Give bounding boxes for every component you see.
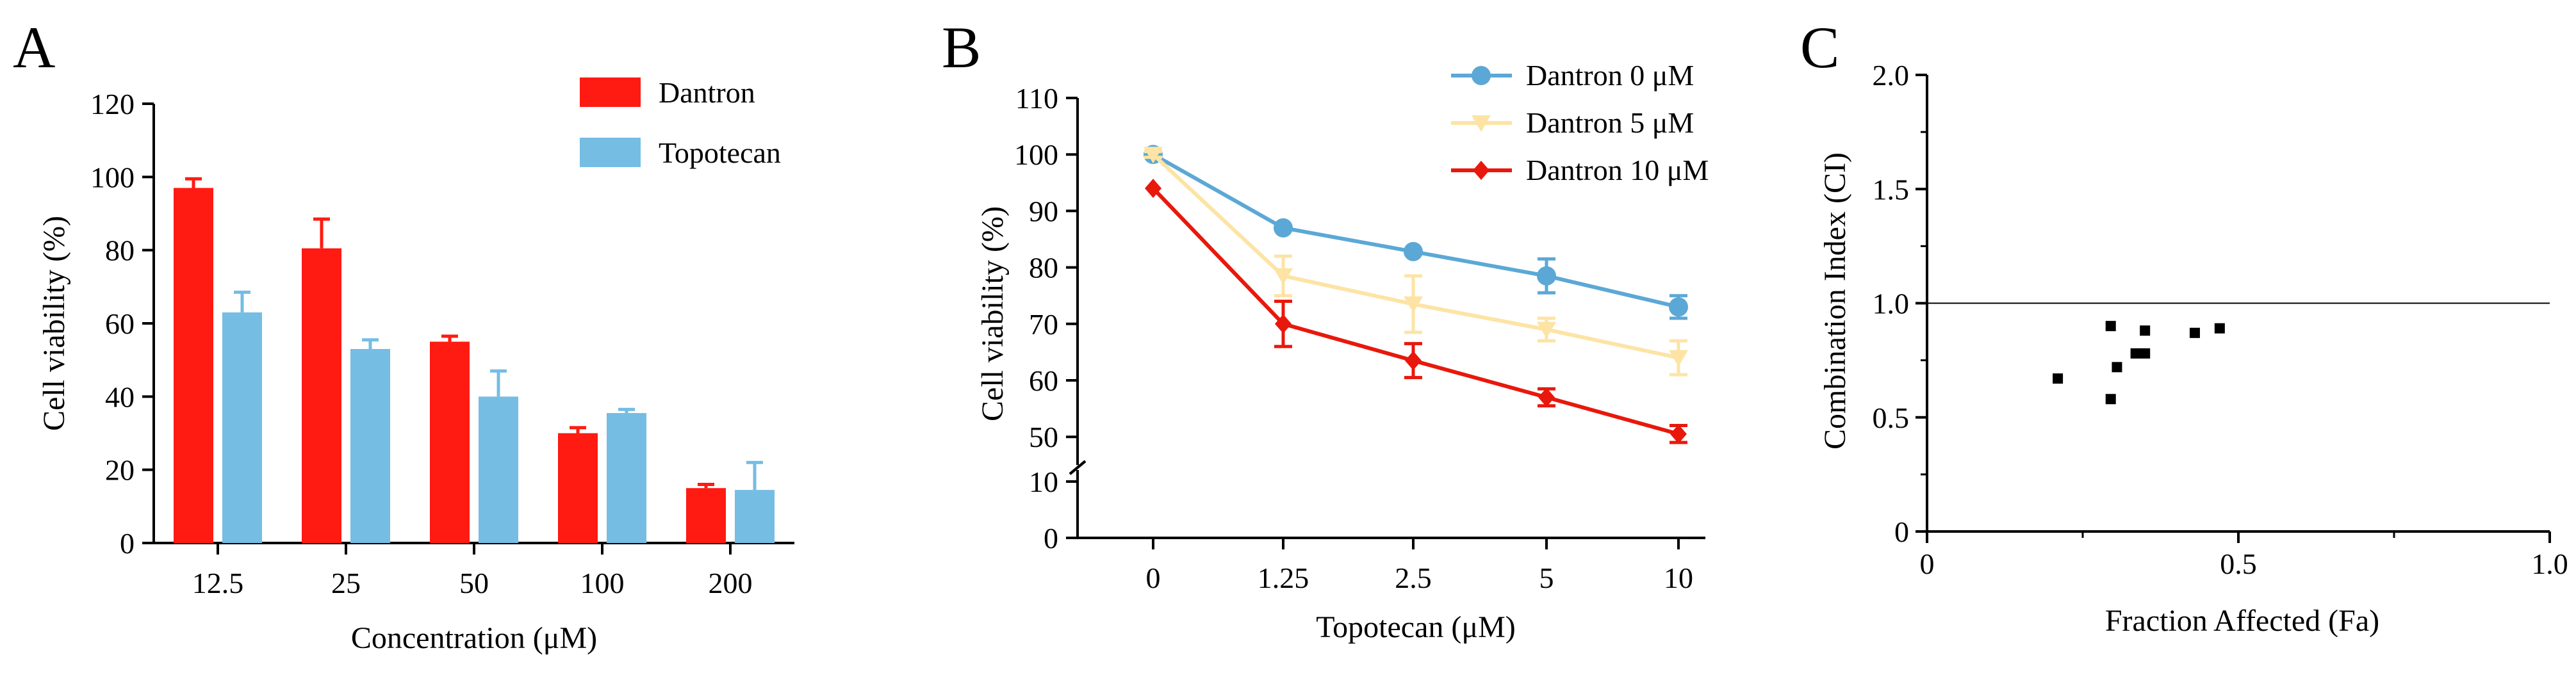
legend-swatch	[580, 138, 641, 167]
data-point	[1404, 241, 1423, 261]
y-tick-label: 1.0	[1873, 288, 1910, 320]
bar-topotecan	[479, 396, 518, 543]
y-tick-label: 90	[1029, 195, 1058, 227]
panel-c: C 0 0.5 1.0 1.5 2.0 0 0.5 1.0 Combination Index …	[1800, 15, 2568, 638]
scatter-point	[2214, 323, 2225, 334]
legend-label: Dantron 0 μM	[1526, 59, 1694, 92]
y-tick-label: 60	[105, 307, 135, 340]
y-tick-label: 2.0	[1873, 59, 1910, 92]
scatter-point	[2130, 348, 2141, 359]
y-tick-label: 1.5	[1873, 173, 1910, 206]
legend-label: Dantron 5 μM	[1526, 106, 1694, 139]
x-tick-label: 10	[1664, 562, 1693, 594]
y-tick-label: 20	[105, 454, 135, 487]
data-point	[1274, 268, 1293, 285]
data-point	[1670, 424, 1687, 444]
data-point	[1144, 147, 1163, 164]
y-tick-label: 70	[1029, 308, 1058, 341]
bar-dantron	[302, 248, 341, 543]
x-tick-label: 0	[1920, 547, 1935, 580]
bar-topotecan	[350, 349, 390, 543]
y-tick-label: 50	[1029, 421, 1058, 453]
legend-swatch	[580, 77, 641, 107]
bar-dantron	[686, 488, 726, 543]
bar-dantron	[430, 341, 470, 543]
scatter-point	[2140, 325, 2151, 336]
x-tick-label: 2.5	[1395, 562, 1432, 594]
x-tick-label: 0	[1146, 562, 1161, 594]
x-axis-title: Topotecan (μM)	[1316, 610, 1516, 644]
data-point	[1538, 387, 1555, 407]
data-point	[1275, 314, 1292, 334]
legend-marker	[1472, 115, 1491, 132]
data-point	[1537, 266, 1556, 286]
y-tick-label: 100	[90, 161, 135, 193]
x-tick-label: 100	[580, 567, 625, 599]
x-tick-label: 25	[331, 567, 361, 599]
scatter-point	[2140, 348, 2151, 359]
y-tick-label: 0	[1044, 522, 1058, 555]
data-point	[1405, 351, 1422, 371]
y-axis-title: Combination Index (CI)	[1818, 152, 1852, 450]
scatter-point	[2105, 394, 2116, 405]
bar-topotecan	[735, 490, 775, 543]
data-point	[1274, 218, 1293, 238]
scatter-point	[2112, 362, 2122, 373]
y-tick-label: 0	[120, 527, 135, 560]
y-tick-label: 0	[1894, 515, 1909, 548]
y-tick-label: 60	[1029, 364, 1058, 397]
data-point	[1145, 179, 1161, 199]
panel-a-letter: A	[13, 15, 55, 80]
y-axis-title: Cell viability (%)	[976, 206, 1010, 421]
legend-label: Topotecan	[659, 136, 781, 169]
y-tick-label: 0.5	[1873, 401, 1910, 434]
x-tick-label: 1.0	[2531, 547, 2568, 580]
y-tick-label: 10	[1029, 466, 1058, 498]
panel-b: B 0 10 50 60 70 80 90 100 110 0 1.25 2.5 5 10 Dantron …	[942, 15, 1709, 644]
legend-marker	[1472, 66, 1491, 85]
x-tick-label: 12.5	[192, 567, 244, 599]
panel-c-letter: C	[1800, 15, 1839, 80]
axis-break-mark	[1069, 460, 1087, 475]
y-tick-label: 40	[105, 380, 135, 413]
scatter-point	[2053, 373, 2063, 384]
bar-dantron	[174, 188, 213, 543]
bar-topotecan	[222, 312, 262, 543]
data-point	[1404, 296, 1423, 313]
y-tick-label: 80	[105, 234, 135, 267]
series-line-2	[1151, 187, 1679, 436]
x-axis-title: Concentration (μM)	[351, 621, 597, 655]
legend-label: Dantron	[659, 76, 755, 109]
x-tick-label: 5	[1539, 562, 1554, 594]
data-point	[1669, 297, 1688, 317]
y-tick-label: 80	[1029, 252, 1058, 284]
x-tick-label: 1.25	[1258, 562, 1309, 594]
panel-a: A 0 20 40 60 80 100 120 12.5 25 50 100 200 Cell viab…	[13, 15, 794, 655]
panel-b-letter: B	[942, 15, 981, 80]
y-tick-label: 110	[1015, 82, 1058, 115]
data-point	[1669, 350, 1688, 367]
x-tick-label: 200	[709, 567, 753, 599]
scatter-point	[2105, 321, 2116, 332]
legend-marker	[1473, 161, 1489, 180]
scatter-point	[2189, 327, 2200, 338]
x-axis-title: Fraction Affected (Fa)	[2105, 604, 2379, 638]
bar-topotecan	[607, 413, 646, 543]
y-tick-label: 120	[90, 88, 135, 120]
legend-label: Dantron 10 μM	[1526, 154, 1709, 186]
x-tick-label: 50	[459, 567, 489, 599]
bar-dantron	[558, 433, 598, 543]
y-axis-title: Cell viability (%)	[37, 216, 71, 431]
y-tick-label: 100	[1014, 138, 1058, 171]
data-point	[1537, 321, 1556, 339]
x-tick-label: 0.5	[2220, 547, 2257, 580]
